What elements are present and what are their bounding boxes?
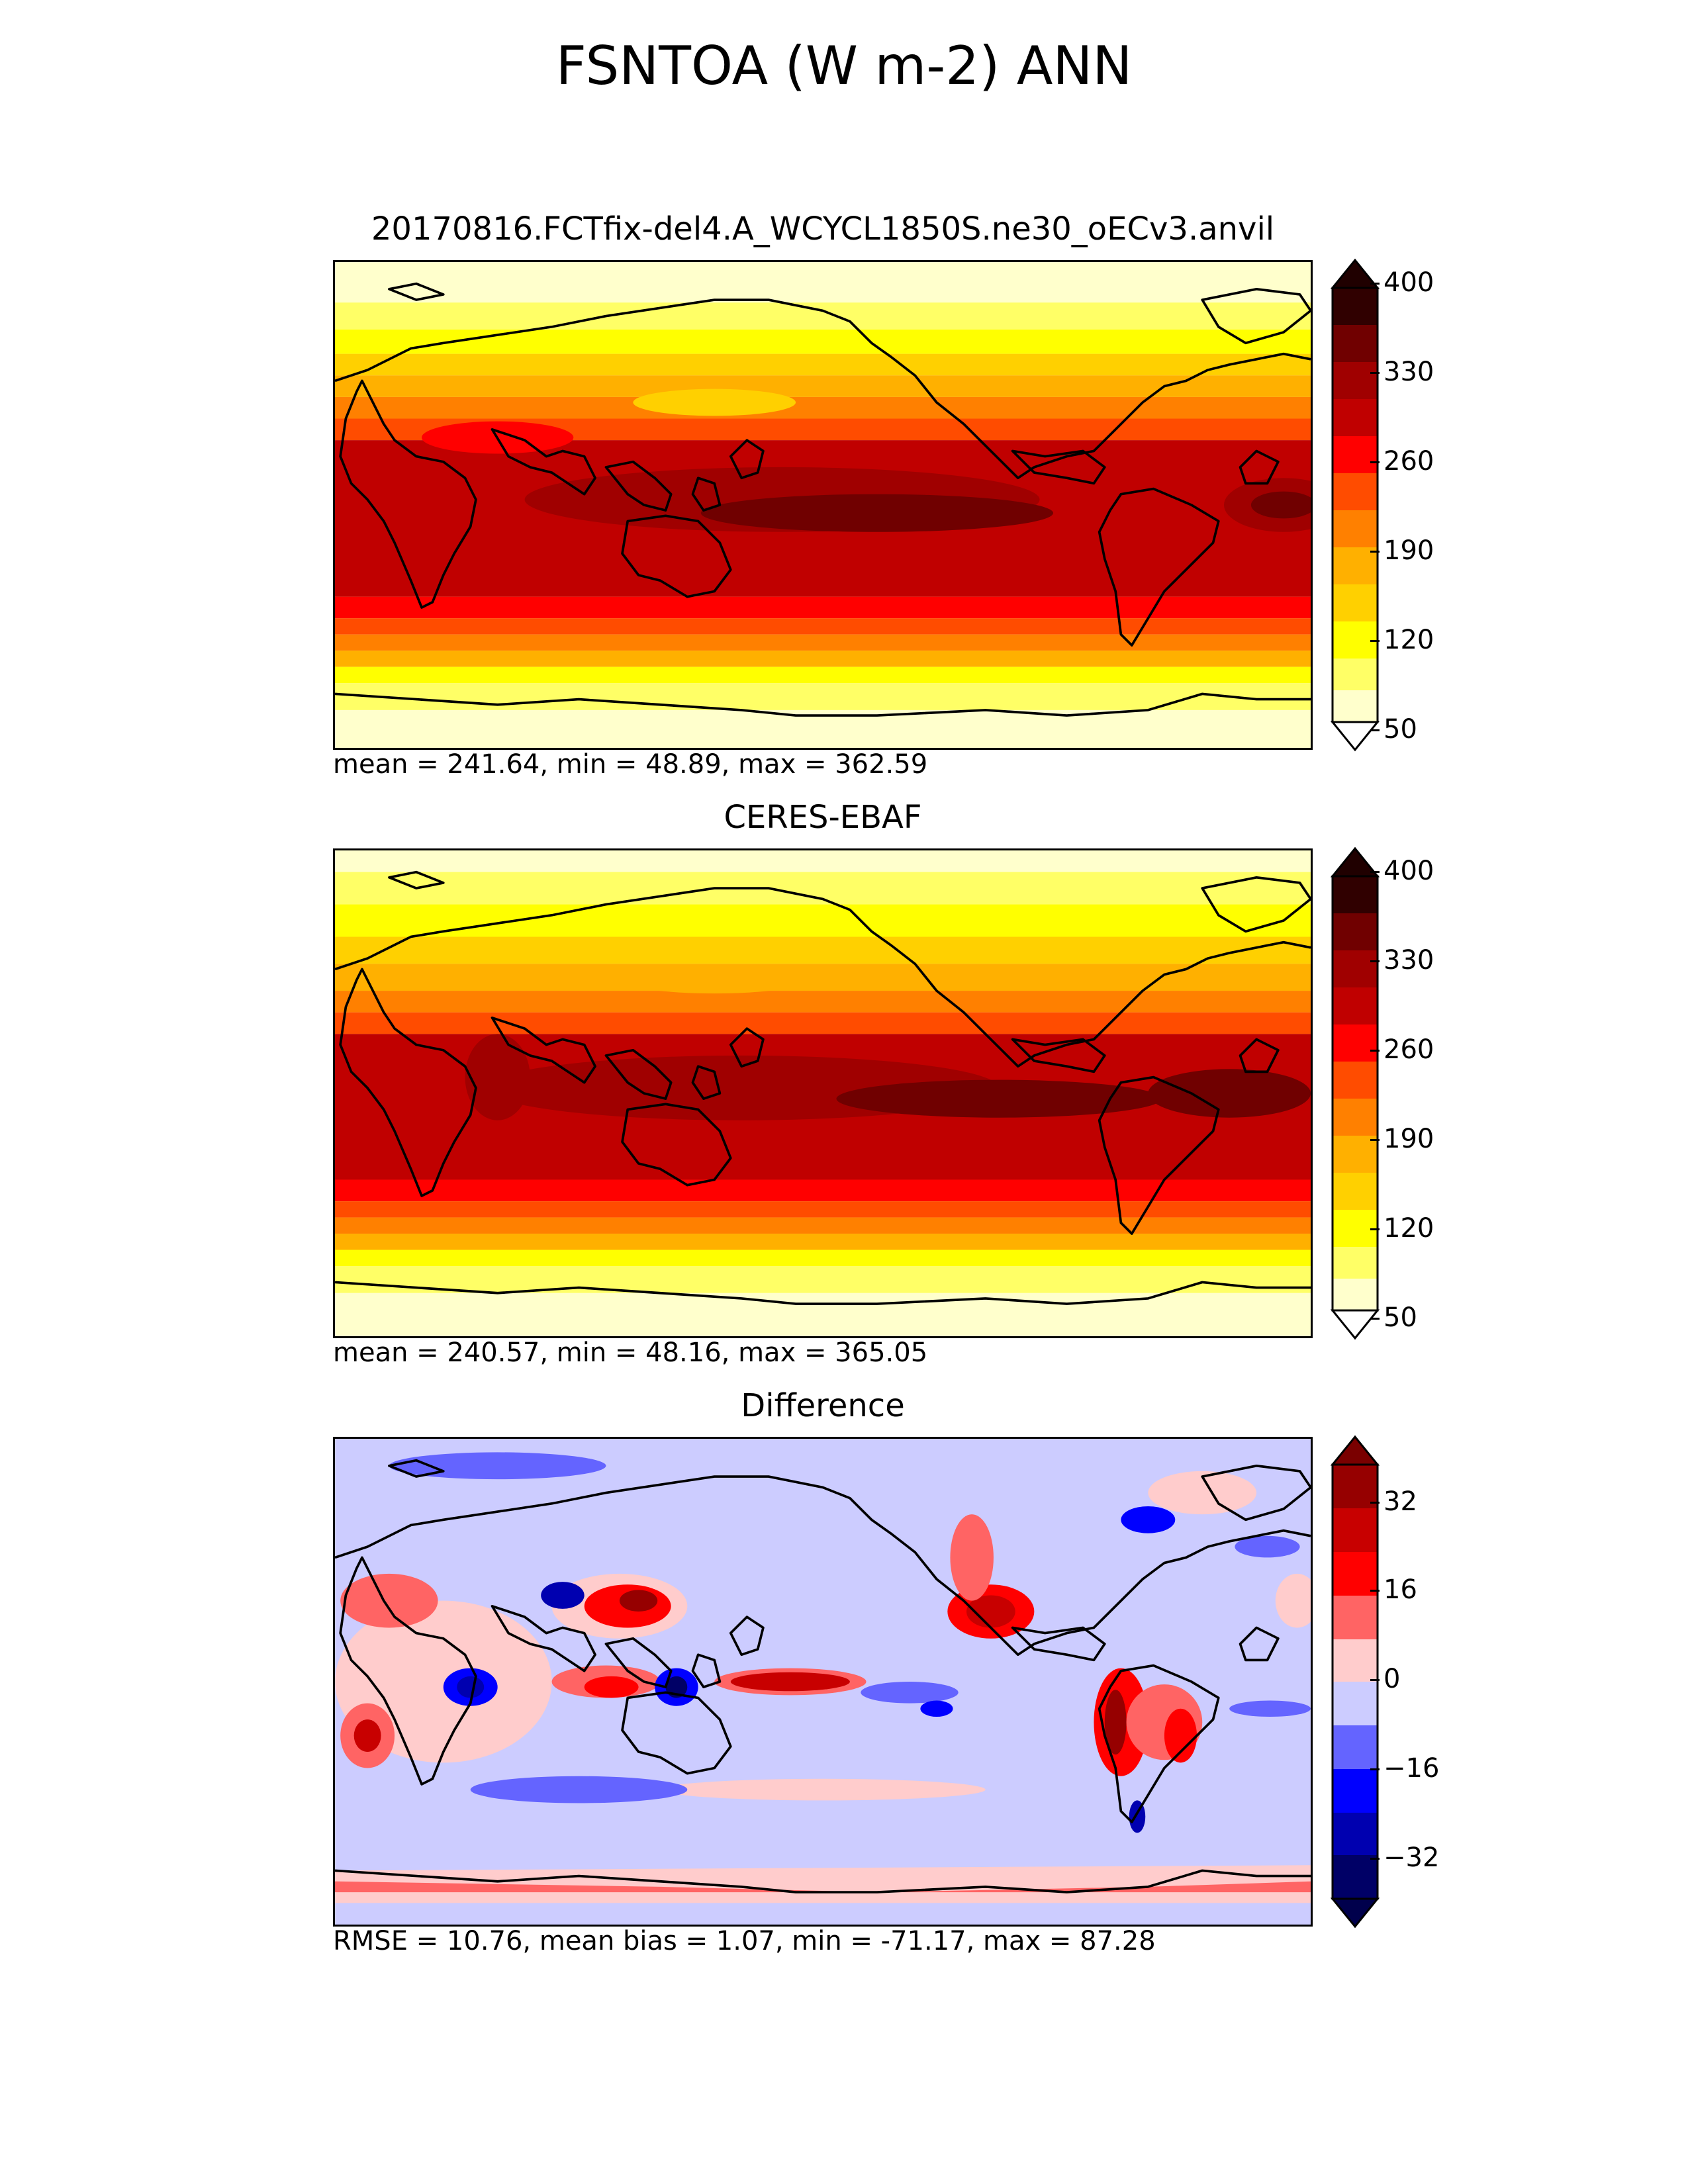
map-model-field	[335, 262, 1311, 748]
stats-diff: RMSE = 10.76, mean bias = 1.07, min = -7…	[333, 1926, 1156, 1956]
colorbar-obs-tick: 120	[1370, 1213, 1434, 1244]
map-model[interactable]	[333, 260, 1313, 750]
colorbar-obs	[1330, 846, 1380, 1340]
colorbar-model-tick: 50	[1370, 714, 1417, 745]
panel-title-diff: Difference	[741, 1387, 905, 1424]
colorbar-model-tick: 120	[1370, 625, 1434, 655]
colorbar-model-tick: 330	[1370, 357, 1434, 387]
colorbar-diff-tick: 32	[1370, 1486, 1417, 1517]
colorbar-model	[1330, 258, 1380, 752]
colorbar-diff-tick: 0	[1370, 1664, 1401, 1694]
panel-title-model: 20170816.FCTfix-del4.A_WCYCL1850S.ne30_o…	[371, 210, 1275, 248]
colorbar-obs-tick: 50	[1370, 1302, 1417, 1333]
colorbar-diff-gradient	[1330, 1435, 1380, 1929]
colorbar-diff-tick: −32	[1370, 1843, 1440, 1873]
figure-title: FSNTOA (W m-2) ANN	[555, 35, 1133, 97]
map-obs-field	[335, 850, 1311, 1336]
colorbar-obs-tick: 400	[1370, 856, 1434, 886]
colorbar-obs-tick: 260	[1370, 1034, 1434, 1065]
colorbar-model-gradient	[1330, 258, 1380, 752]
colorbar-model-tick: 260	[1370, 446, 1434, 477]
colorbar-obs-tick: 330	[1370, 945, 1434, 976]
map-diff-field	[335, 1439, 1311, 1925]
colorbar-diff	[1330, 1435, 1380, 1929]
stats-model: mean = 241.64, min = 48.89, max = 362.59	[333, 749, 928, 780]
colorbar-model-tick: 400	[1370, 267, 1434, 298]
colorbar-model-tick: 190	[1370, 535, 1434, 566]
colorbar-obs-tick: 190	[1370, 1124, 1434, 1154]
map-obs[interactable]	[333, 848, 1313, 1338]
colorbar-obs-gradient	[1330, 846, 1380, 1340]
panel-title-obs: CERES-EBAF	[724, 799, 922, 836]
colorbar-diff-tick: 16	[1370, 1574, 1417, 1605]
colorbar-diff-tick: −16	[1370, 1753, 1440, 1784]
map-diff[interactable]	[333, 1437, 1313, 1927]
stats-obs: mean = 240.57, min = 48.16, max = 365.05	[333, 1338, 928, 1368]
